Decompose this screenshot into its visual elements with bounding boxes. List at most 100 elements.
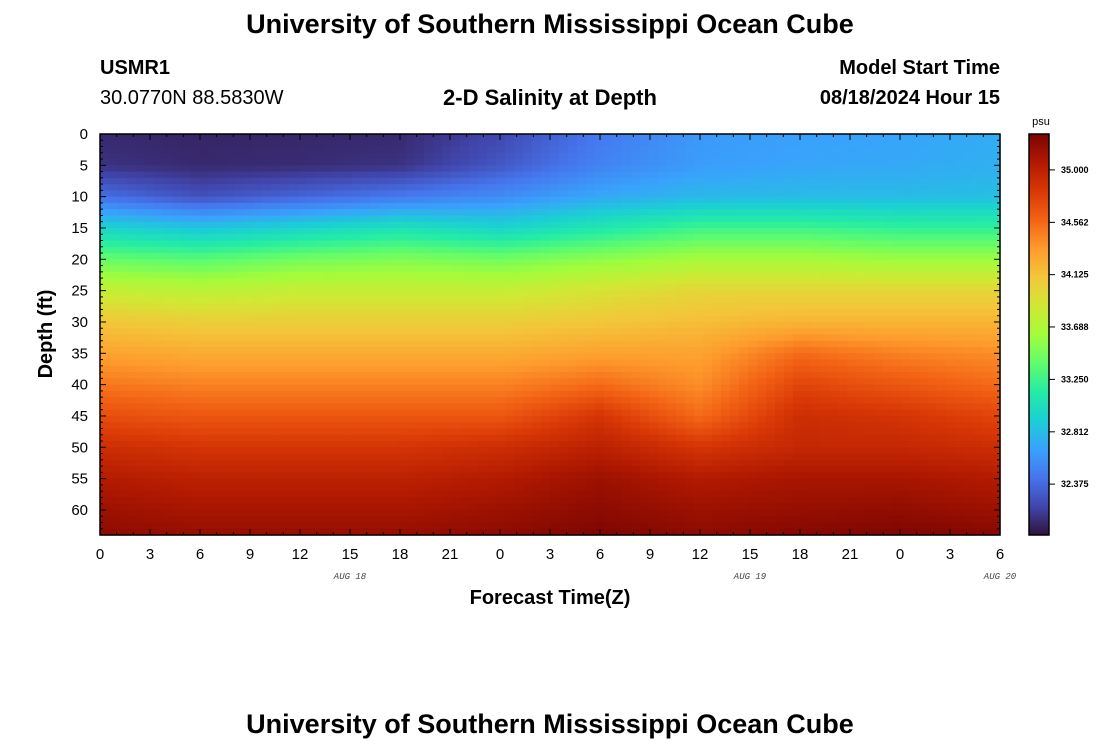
heatmap-cell	[154, 428, 164, 436]
heatmap-cell	[100, 365, 110, 373]
heatmap-cell	[757, 390, 767, 398]
heatmap-cell	[433, 265, 443, 273]
heatmap-cell	[667, 227, 677, 235]
heatmap-cell	[721, 441, 731, 448]
heatmap-cell	[199, 315, 209, 323]
heatmap-cell	[802, 372, 812, 379]
heatmap-cell	[298, 278, 308, 285]
heatmap-cell	[784, 309, 794, 317]
heatmap-cell	[541, 422, 551, 430]
heatmap-cell	[658, 441, 668, 448]
heatmap-cell	[883, 221, 893, 229]
heatmap-cell	[442, 271, 452, 279]
heatmap-cell	[451, 177, 461, 185]
heatmap-cell	[892, 196, 902, 204]
heatmap-cell	[298, 321, 308, 329]
heatmap-cell	[820, 134, 830, 141]
heatmap-cell	[154, 309, 164, 317]
heatmap-cell	[694, 227, 704, 235]
heatmap-cell	[442, 221, 452, 229]
heatmap-cell	[451, 390, 461, 398]
heatmap-cell	[397, 315, 407, 323]
heatmap-cell	[622, 190, 632, 198]
heatmap-cell	[586, 177, 596, 185]
heatmap-cell	[379, 315, 389, 323]
heatmap-cell	[640, 384, 650, 392]
heatmap-cell	[793, 321, 803, 329]
heatmap-cell	[712, 315, 722, 323]
heatmap-cell	[631, 246, 641, 254]
heatmap-cell	[316, 184, 326, 191]
heatmap-cell	[937, 184, 947, 191]
heatmap-cell	[190, 253, 200, 260]
heatmap-cell	[991, 196, 1001, 204]
heatmap-cell	[559, 290, 569, 298]
heatmap-cell	[541, 278, 551, 285]
heatmap-cell	[640, 340, 650, 348]
heatmap-cell	[424, 390, 434, 398]
heatmap-cell	[118, 209, 128, 217]
heatmap-cell	[955, 365, 965, 373]
heatmap-cell	[469, 134, 479, 141]
heatmap-cell	[649, 159, 659, 166]
heatmap-cell	[532, 259, 542, 267]
heatmap-cell	[388, 334, 398, 342]
heatmap-cell	[694, 284, 704, 292]
heatmap-cell	[631, 296, 641, 304]
heatmap-cell	[316, 303, 326, 311]
heatmap-cell	[271, 315, 281, 323]
heatmap-cell	[469, 190, 479, 198]
heatmap-cell	[784, 184, 794, 191]
heatmap-cell	[262, 359, 272, 367]
heatmap-cell	[451, 365, 461, 373]
heatmap-cell	[307, 171, 317, 179]
heatmap-cell	[199, 196, 209, 204]
heatmap-cell	[568, 365, 578, 373]
heatmap-cell	[820, 271, 830, 279]
heatmap-cell	[235, 365, 245, 373]
heatmap-cell	[163, 177, 173, 185]
heatmap-cell	[604, 290, 614, 298]
heatmap-cell	[874, 372, 884, 379]
heatmap-cell	[658, 309, 668, 317]
heatmap-cell	[577, 359, 587, 367]
heatmap-cell	[469, 271, 479, 279]
heatmap-cell	[397, 415, 407, 423]
heatmap-cell	[964, 271, 974, 279]
heatmap-cell	[100, 234, 110, 242]
heatmap-cell	[982, 434, 992, 442]
heatmap-cell	[883, 334, 893, 342]
heatmap-cell	[856, 259, 866, 267]
heatmap-cell	[802, 246, 812, 254]
heatmap-cell	[280, 184, 290, 191]
heatmap-cell	[334, 253, 344, 260]
heatmap-cell	[694, 434, 704, 442]
heatmap-cell	[136, 422, 146, 430]
heatmap-cell	[118, 428, 128, 436]
heatmap-cell	[586, 347, 596, 354]
heatmap-cell	[892, 409, 902, 417]
heatmap-cell	[217, 246, 227, 254]
heatmap-cell	[424, 409, 434, 417]
heatmap-cell	[883, 177, 893, 185]
heatmap-cell	[334, 196, 344, 204]
heatmap-cell	[982, 184, 992, 191]
heatmap-cell	[847, 378, 857, 386]
heatmap-cell	[784, 265, 794, 273]
heatmap-cell	[919, 221, 929, 229]
heatmap-cell	[622, 209, 632, 217]
heatmap-cell	[928, 415, 938, 423]
heatmap-cell	[433, 259, 443, 267]
heatmap-cell	[352, 347, 362, 354]
heatmap-cell	[865, 265, 875, 273]
heatmap-cell	[910, 202, 920, 210]
heatmap-cell	[775, 359, 785, 367]
heatmap-cell	[541, 390, 551, 398]
heatmap-cell	[730, 415, 740, 423]
heatmap-cell	[532, 372, 542, 379]
heatmap-cell	[496, 441, 506, 448]
heatmap-cell	[145, 441, 155, 448]
heatmap-cell	[676, 303, 686, 311]
heatmap-cell	[937, 215, 947, 223]
heatmap-cell	[523, 209, 533, 217]
